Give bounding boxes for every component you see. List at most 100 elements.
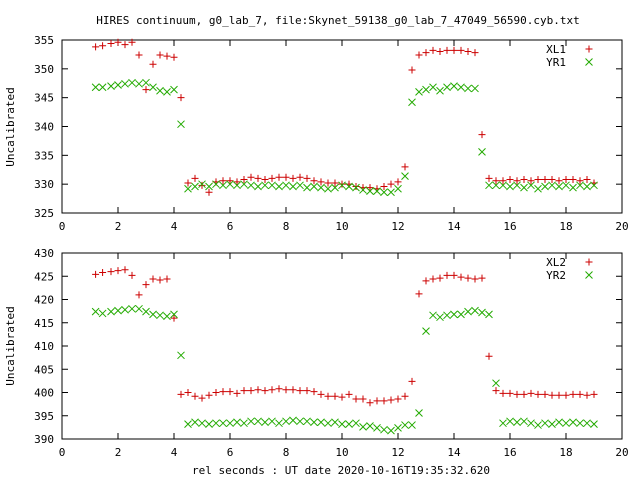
data-point <box>408 66 416 74</box>
data-point <box>135 304 143 313</box>
x-axis-label: rel seconds : UT date 2020-10-16T19:35:3… <box>192 464 490 477</box>
y-tick-label: 410 <box>34 340 54 353</box>
data-point <box>380 188 388 197</box>
data-point <box>492 387 500 395</box>
data-point <box>296 173 304 181</box>
data-point <box>569 183 577 192</box>
data-point <box>149 275 157 283</box>
data-point <box>177 351 185 360</box>
x-tick-label: 6 <box>227 446 234 459</box>
y-tick-label: 340 <box>34 121 54 134</box>
data-point <box>128 304 136 313</box>
data-point <box>457 273 465 281</box>
x-tick-label: 10 <box>335 446 348 459</box>
y-axis-label: Uncalibrated <box>4 87 17 166</box>
data-point <box>240 176 248 184</box>
data-point <box>282 417 290 426</box>
data-point <box>261 387 269 395</box>
data-point <box>478 148 486 156</box>
data-point <box>289 182 297 191</box>
series-yr2 <box>91 304 598 435</box>
data-point <box>366 187 374 195</box>
data-point <box>478 131 486 139</box>
data-point <box>527 419 535 428</box>
data-point <box>520 390 528 398</box>
data-point <box>464 307 472 316</box>
x-tick-label: 14 <box>447 220 461 233</box>
data-point <box>205 182 213 191</box>
data-point <box>128 38 136 46</box>
data-point <box>450 82 458 90</box>
data-point <box>429 275 437 283</box>
x-tick-label: 16 <box>503 220 516 233</box>
legend-label: XL2 <box>546 256 566 269</box>
data-point <box>128 78 136 87</box>
data-point <box>191 392 199 400</box>
x-tick-label: 18 <box>559 446 572 459</box>
data-point <box>478 274 486 282</box>
data-point <box>555 177 563 185</box>
data-point <box>450 46 458 54</box>
data-point <box>212 389 220 396</box>
data-point <box>324 184 332 193</box>
data-point <box>219 177 227 185</box>
data-point <box>170 53 178 61</box>
chart-title: HIRES continuum, g0_lab_7, file:Skynet_5… <box>96 14 579 27</box>
data-point <box>513 177 521 185</box>
data-point <box>562 419 570 428</box>
data-point <box>450 271 458 279</box>
data-point <box>261 181 269 190</box>
data-point <box>163 312 171 321</box>
data-point <box>583 391 591 399</box>
data-point <box>98 83 107 92</box>
data-point <box>317 178 325 186</box>
data-point <box>91 83 100 92</box>
data-point <box>226 388 234 396</box>
data-point <box>541 419 549 428</box>
data-point <box>520 183 528 192</box>
y-tick-label: 430 <box>34 247 54 260</box>
data-point <box>541 176 549 184</box>
data-point <box>317 183 325 192</box>
data-point <box>310 418 318 427</box>
data-point <box>471 84 479 93</box>
data-point <box>506 176 514 184</box>
data-point <box>135 51 143 59</box>
data-point <box>345 420 353 428</box>
data-point <box>415 409 423 417</box>
data-point <box>317 418 325 427</box>
data-point <box>513 390 521 398</box>
data-point <box>422 49 430 57</box>
data-point <box>457 310 465 319</box>
data-point <box>170 314 178 322</box>
data-point <box>513 418 521 427</box>
data-point <box>541 390 549 398</box>
y-tick-label: 390 <box>34 433 54 446</box>
data-point <box>436 274 444 282</box>
data-point <box>338 180 346 188</box>
data-point <box>135 79 143 88</box>
x-tick-label: 10 <box>335 220 348 233</box>
data-point <box>541 182 549 191</box>
data-point <box>142 78 150 87</box>
x-tick-label: 12 <box>391 220 404 233</box>
data-point <box>247 417 255 426</box>
data-point <box>485 181 493 190</box>
data-point <box>345 182 353 191</box>
data-point <box>380 425 388 434</box>
data-point <box>233 389 241 397</box>
data-point <box>443 46 451 54</box>
data-point <box>555 182 563 191</box>
data-point <box>401 163 409 171</box>
data-point <box>352 183 360 192</box>
data-point <box>366 399 374 407</box>
panel-top: 0 2 4 6 8 10 12 14 16 18 20 325 330 335 340 345 350 355 Un… <box>4 34 629 233</box>
data-point <box>254 417 262 426</box>
data-point <box>191 182 199 191</box>
data-point <box>240 180 248 189</box>
x-tick-label: 2 <box>115 220 122 233</box>
data-point <box>499 177 507 185</box>
legend-marker <box>585 258 593 266</box>
data-point <box>464 274 472 282</box>
data-point <box>275 385 283 393</box>
